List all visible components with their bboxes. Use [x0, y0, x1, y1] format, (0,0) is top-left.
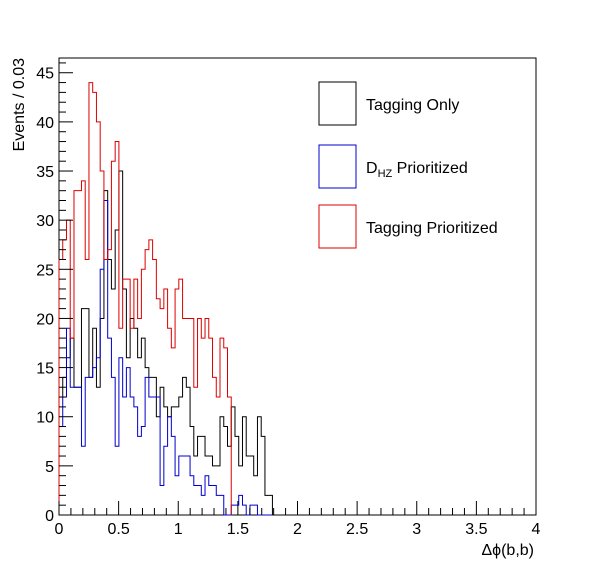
legend-label: Tagging Only: [366, 97, 459, 114]
y-tick-label: 30: [36, 213, 54, 230]
y-tick-label: 25: [36, 262, 54, 279]
series-line-2: [58, 82, 232, 515]
x-axis-label: Δϕ(b,b): [481, 542, 534, 559]
y-tick-label: 35: [36, 164, 54, 181]
x-tick-label: 1: [174, 521, 183, 538]
x-tick-label: 2: [293, 521, 302, 538]
x-tick-label: 2.5: [346, 521, 368, 538]
x-tick-label: 4: [532, 521, 541, 538]
y-tick-label: 10: [36, 410, 54, 427]
legend-swatch: [318, 144, 357, 189]
legend-label: DHZ Prioritized: [366, 160, 468, 180]
legend-swatch: [318, 81, 357, 126]
legend: Tagging Only DHZ Prioritized Tagging Prior…: [318, 81, 498, 249]
x-tick-label: 1.5: [227, 521, 249, 538]
y-tick-label: 5: [45, 459, 54, 476]
y-tick-label: 20: [36, 311, 54, 328]
x-tick-label: 0: [55, 521, 64, 538]
y-tick-label: 15: [36, 361, 54, 378]
legend-label: Tagging Prioritized: [366, 220, 498, 237]
x-tick-label: 3.5: [465, 521, 487, 538]
y-tick-label: 0: [45, 508, 54, 525]
legend-swatch: [318, 204, 357, 249]
y-tick-label: 40: [36, 115, 54, 132]
x-tick-label: 3: [412, 521, 421, 538]
x-tick-label: 0.5: [108, 521, 130, 538]
y-axis-label: Events / 0.03: [11, 58, 28, 151]
series-line-1: [58, 200, 273, 516]
series-line-0: [58, 170, 273, 515]
y-tick-label: 45: [36, 66, 54, 83]
histogram-series: [58, 82, 273, 516]
